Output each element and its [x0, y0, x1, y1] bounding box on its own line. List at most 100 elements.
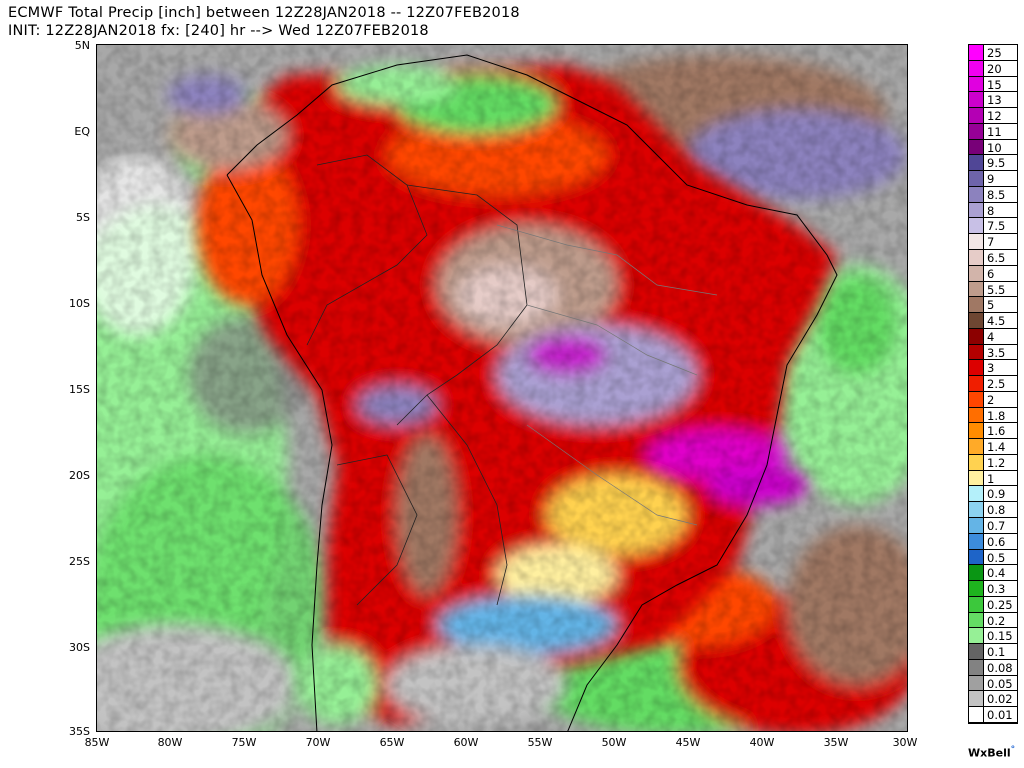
legend-item: 4.5	[969, 313, 1017, 329]
precip-map	[96, 44, 908, 732]
legend-swatch	[969, 139, 984, 155]
legend-item: 1	[969, 470, 1017, 487]
legend-swatch	[969, 486, 984, 502]
legend-label: 13	[987, 93, 1002, 108]
legend-swatch	[969, 45, 984, 60]
legend-item: 5	[969, 297, 1017, 314]
legend-label: 0.05	[987, 676, 1013, 691]
legend-item: 6	[969, 265, 1017, 282]
legend-item: 13	[969, 92, 1017, 109]
lat-label: 20S	[69, 469, 90, 482]
legend-item: 7	[969, 234, 1017, 250]
legend-item: 0.3	[969, 581, 1017, 597]
lat-label: 5N	[74, 39, 90, 52]
legend-item: 1.8	[969, 407, 1017, 424]
legend-swatch	[969, 581, 984, 596]
legend-label: 3	[987, 361, 995, 376]
legend-swatch	[969, 281, 984, 297]
legend-item: 2.5	[969, 376, 1017, 392]
legend-swatch	[969, 202, 984, 218]
legend-item: 5.5	[969, 281, 1017, 298]
legend-label: 8.5	[987, 187, 1006, 202]
legend-item: 8.5	[969, 186, 1017, 203]
chart-title: ECMWF Total Precip [inch] between 12Z28J…	[8, 5, 520, 21]
lon-label: 45W	[675, 736, 701, 749]
legend-item: 3	[969, 360, 1017, 377]
coastlines	[226, 54, 838, 731]
lon-label: 30W	[892, 736, 918, 749]
legend-label: 9	[987, 172, 995, 187]
legend-label: 6.5	[987, 250, 1006, 265]
legend-swatch	[969, 596, 984, 612]
brand-text: WxBell	[968, 746, 1011, 760]
legend-swatch	[969, 423, 984, 439]
legend-item: 0.9	[969, 486, 1017, 503]
legend-item: 8	[969, 202, 1017, 219]
legend-label: 5	[987, 298, 995, 313]
wxbell-logo: WxBell°	[968, 745, 1015, 760]
legend-label: 0.6	[987, 534, 1006, 549]
lon-label: 65W	[379, 736, 405, 749]
legend-swatch	[969, 612, 984, 628]
legend-label: 0.9	[987, 487, 1006, 502]
lon-label: 35W	[823, 736, 849, 749]
legend-label: 0.2	[987, 613, 1006, 628]
legend-swatch	[969, 565, 984, 581]
legend-label: 2.5	[987, 377, 1006, 392]
legend-swatch	[969, 391, 984, 407]
lat-label: 25S	[69, 555, 90, 568]
legend-swatch	[969, 675, 984, 691]
legend-label: 10	[987, 140, 1002, 155]
legend-label: 2	[987, 392, 995, 407]
legend-swatch	[969, 407, 984, 423]
legend-item: 2	[969, 391, 1017, 408]
legend-label: 1.4	[987, 440, 1006, 455]
chart-subtitle: INIT: 12Z28JAN2018 fx: [240] hr --> Wed …	[8, 23, 429, 39]
legend-label: 9.5	[987, 156, 1006, 171]
legend-item: 1.4	[969, 439, 1017, 455]
legend-item: 1.2	[969, 454, 1017, 471]
legend-swatch	[969, 155, 984, 171]
legend-item: 9.5	[969, 155, 1017, 172]
legend-item: 0.7	[969, 518, 1017, 534]
legend-item: 1.6	[969, 423, 1017, 440]
country-borders	[306, 154, 528, 606]
legend-swatch	[969, 533, 984, 549]
legend-label: 25	[987, 46, 1002, 60]
legend-item: 4	[969, 328, 1017, 345]
legend-label: 0.01	[987, 708, 1013, 723]
legend-item: 11	[969, 123, 1017, 140]
legend-label: 0.25	[987, 597, 1013, 612]
legend-swatch	[969, 659, 984, 675]
legend-item: 0.08	[969, 659, 1017, 676]
legend-swatch	[969, 92, 984, 108]
legend-swatch	[969, 108, 984, 123]
legend-swatch	[969, 344, 984, 360]
lon-label: 75W	[231, 736, 257, 749]
legend-label: 0.8	[987, 503, 1006, 518]
legend-item: 6.5	[969, 249, 1017, 266]
legend-item: 0.1	[969, 644, 1017, 660]
legend-swatch	[969, 218, 984, 234]
legend-label: 1.2	[987, 455, 1006, 470]
legend-label: 0.7	[987, 519, 1006, 534]
legend-item: 3.5	[969, 344, 1017, 361]
legend-label: 0.02	[987, 692, 1013, 707]
legend-swatch	[969, 707, 984, 722]
legend-swatch	[969, 360, 984, 376]
lon-label: 50W	[601, 736, 627, 749]
legend-swatch	[969, 265, 984, 281]
legend-item: 0.05	[969, 675, 1017, 692]
legend-item: 0.01	[969, 707, 1017, 723]
legend-item: 0.25	[969, 596, 1017, 613]
legend-label: 0.08	[987, 660, 1013, 675]
legend-item: 12	[969, 108, 1017, 124]
color-legend: 25 20 15 13 12 11 10 9.5 9 8.5 8 7.5 7 6.5 6 5.5 5 4.5 4 3.…	[968, 44, 1018, 724]
legend-swatch	[969, 470, 984, 486]
legend-swatch	[969, 313, 984, 328]
lon-label: 85W	[84, 736, 110, 749]
legend-label: 4	[987, 329, 995, 344]
legend-swatch	[969, 439, 984, 454]
legend-label: 6	[987, 266, 995, 281]
legend-label: 12	[987, 109, 1002, 124]
